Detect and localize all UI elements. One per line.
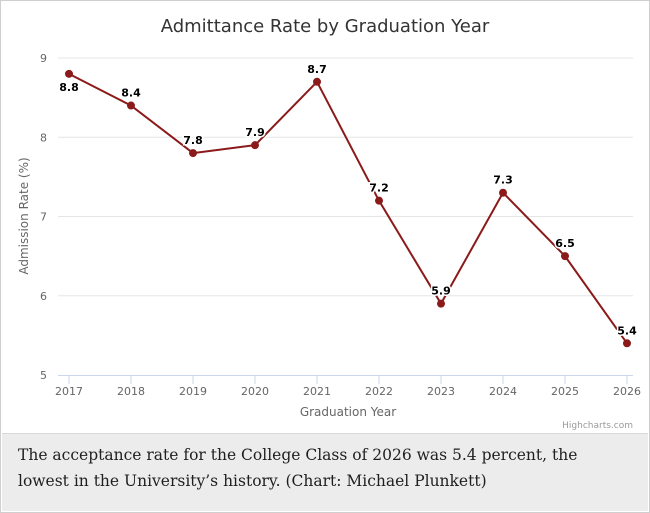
data-point[interactable] xyxy=(251,141,259,150)
data-label: 6.5 xyxy=(555,237,575,250)
data-label: 7.8 xyxy=(183,134,203,147)
data-point[interactable] xyxy=(561,252,569,261)
y-axis-title: Admission Rate (%) xyxy=(17,157,31,274)
data-label: 8.7 xyxy=(307,63,327,76)
data-label: 7.9 xyxy=(245,126,265,139)
x-axis-title: Graduation Year xyxy=(300,405,396,419)
chart-title: Admittance Rate by Graduation Year xyxy=(161,16,490,37)
data-label: 7.3 xyxy=(493,174,513,187)
x-tick-label: 2020 xyxy=(241,385,269,398)
y-tick-label: 6 xyxy=(40,290,47,303)
line-chart: Admittance Rate by Graduation Year 5 6 7 8 9… xyxy=(1,1,649,433)
x-tick-label: 2019 xyxy=(179,385,207,398)
series-line xyxy=(68,72,628,344)
x-tick-label: 2017 xyxy=(55,385,83,398)
credits-link[interactable]: Highcharts.com xyxy=(562,421,633,431)
x-tick-label: 2021 xyxy=(303,385,331,398)
data-point[interactable] xyxy=(499,188,507,197)
x-tick-label: 2026 xyxy=(613,385,641,398)
data-label: 5.9 xyxy=(431,285,451,298)
x-tick-label: 2025 xyxy=(551,385,579,398)
x-tick-label: 2022 xyxy=(365,385,393,398)
data-label: 8.8 xyxy=(59,81,79,94)
y-tick-label: 7 xyxy=(40,211,47,224)
data-label: 8.4 xyxy=(121,87,141,100)
data-point[interactable] xyxy=(375,196,383,205)
figure-caption: The acceptance rate for the College Clas… xyxy=(2,433,648,511)
y-tick-label: 5 xyxy=(40,369,47,382)
data-point[interactable] xyxy=(623,339,631,348)
y-tick-label: 9 xyxy=(40,52,47,65)
data-point[interactable] xyxy=(65,69,73,78)
y-tick-label: 8 xyxy=(40,131,47,144)
data-point[interactable] xyxy=(437,299,445,308)
x-tick-label: 2018 xyxy=(117,385,145,398)
data-label: 5.4 xyxy=(617,324,637,337)
x-tick-label: 2024 xyxy=(489,385,517,398)
data-label: 7.2 xyxy=(369,182,389,195)
data-point[interactable] xyxy=(189,149,197,158)
data-point[interactable] xyxy=(313,77,321,86)
x-tick-label: 2023 xyxy=(427,385,455,398)
data-point[interactable] xyxy=(127,101,135,110)
